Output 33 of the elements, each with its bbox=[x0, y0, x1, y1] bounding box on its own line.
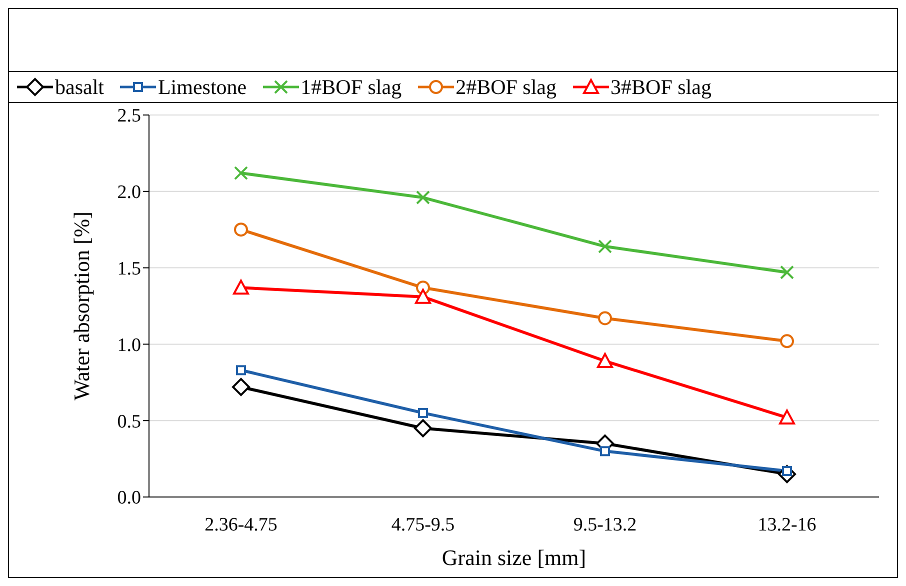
point bbox=[598, 239, 612, 254]
legend-label: 1#BOF slag bbox=[300, 74, 402, 100]
legend-label: 2#BOF slag bbox=[456, 74, 557, 100]
point bbox=[780, 265, 794, 280]
point bbox=[597, 353, 613, 368]
y-tick-label: 0.5 bbox=[117, 411, 141, 432]
x-tick-label: 4.75-9.5 bbox=[391, 514, 455, 536]
x-axis-title: Grain size [mm] bbox=[442, 545, 586, 570]
x-tick-label: 13.2-16 bbox=[758, 514, 816, 536]
y-tick-label: 2.0 bbox=[117, 182, 141, 204]
point bbox=[233, 280, 249, 295]
point bbox=[415, 288, 431, 304]
y-tick-label: 2.5 bbox=[117, 106, 141, 127]
point bbox=[418, 408, 428, 418]
point bbox=[779, 410, 795, 425]
point bbox=[416, 190, 430, 205]
point bbox=[232, 378, 250, 396]
point bbox=[600, 446, 610, 456]
x-tick-label: 9.5-13.2 bbox=[573, 514, 637, 536]
point bbox=[780, 334, 794, 348]
legend-label: 3#BOF slag bbox=[610, 74, 712, 100]
y-tick-label: 0.0 bbox=[117, 488, 141, 509]
y-tick-label: 1.0 bbox=[117, 334, 141, 356]
y-tick-label: 1.5 bbox=[117, 258, 141, 280]
x-tick-label: 2.36-4.75 bbox=[204, 514, 278, 536]
point bbox=[598, 311, 612, 326]
point bbox=[234, 166, 248, 180]
legend-label: basalt bbox=[55, 74, 104, 100]
point bbox=[236, 365, 246, 376]
point bbox=[414, 419, 432, 438]
point bbox=[234, 222, 248, 237]
y-axis-title: Water absorption [%] bbox=[68, 212, 94, 400]
legend-label: Limestone bbox=[158, 74, 247, 100]
